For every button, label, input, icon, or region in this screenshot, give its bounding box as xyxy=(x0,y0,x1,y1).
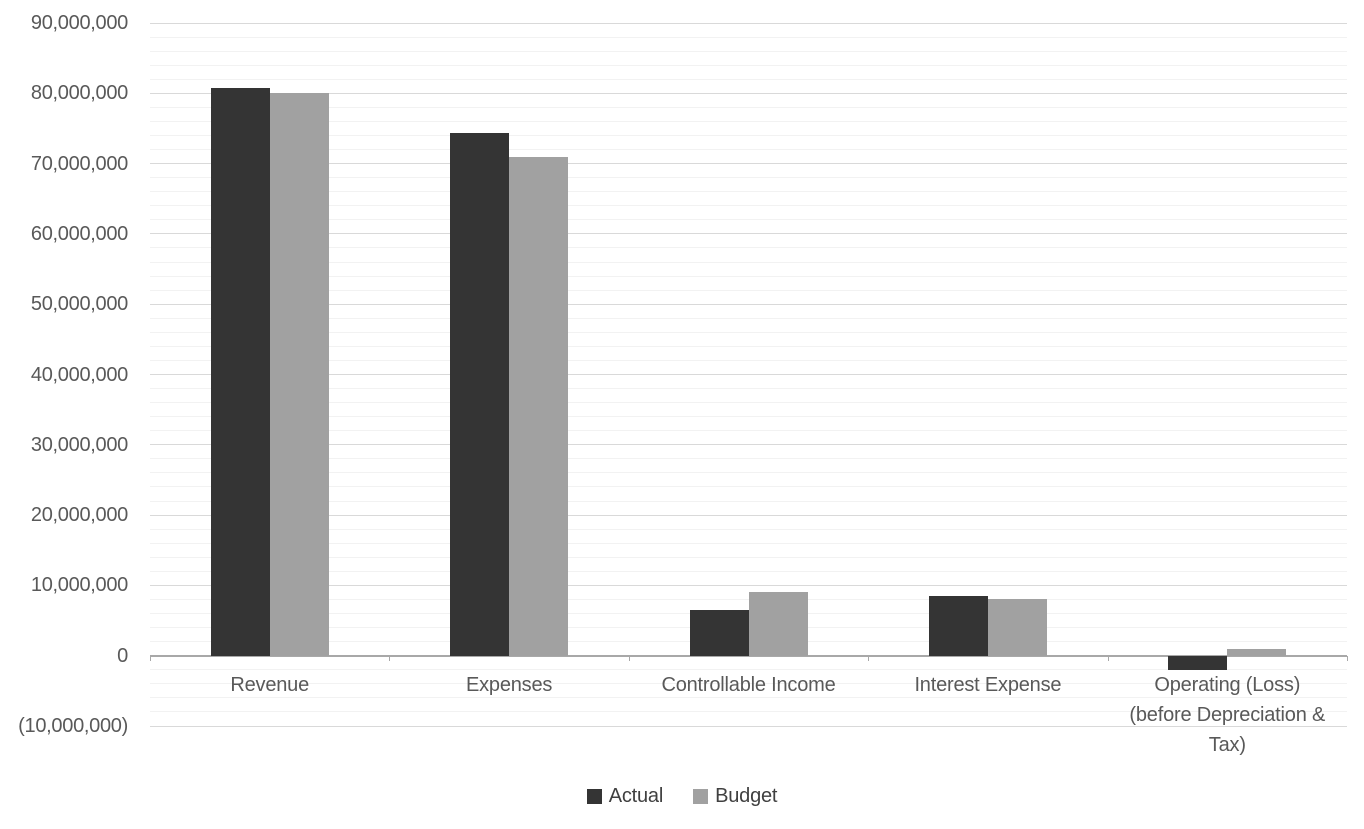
axis-tick xyxy=(1347,655,1348,661)
minor-gridline xyxy=(150,134,1347,136)
bar-actual-2 xyxy=(450,133,510,656)
major-gridline xyxy=(150,374,1347,375)
minor-gridline xyxy=(150,683,1347,685)
axis-tick xyxy=(150,655,151,661)
y-axis-tick-label: 70,000,000 xyxy=(30,152,128,175)
bar-budget-2 xyxy=(509,156,569,656)
legend-swatch-actual-icon xyxy=(586,789,602,804)
bar-budget-4 xyxy=(987,599,1047,656)
bar-actual-1 xyxy=(210,87,270,656)
major-gridline xyxy=(150,584,1347,586)
minor-gridline xyxy=(150,50,1347,52)
legend: Actual Budget xyxy=(0,785,1364,808)
category-label-3: Controllable Income xyxy=(661,673,836,696)
legend-item-budget: Budget xyxy=(693,785,777,808)
minor-gridline xyxy=(150,416,1347,418)
minor-gridline xyxy=(150,359,1347,361)
y-axis-tick-label: 80,000,000 xyxy=(30,82,128,105)
axis-tick xyxy=(1107,655,1109,661)
bar-budget-3 xyxy=(748,592,808,656)
minor-gridline xyxy=(150,219,1347,221)
minor-gridline xyxy=(150,345,1347,347)
minor-gridline xyxy=(150,570,1347,572)
major-gridline xyxy=(150,725,1347,727)
bar-budget-5 xyxy=(1227,648,1287,656)
category-label-1: Revenue xyxy=(230,673,310,696)
axis-tick xyxy=(628,655,630,661)
y-axis-tick-label: 50,000,000 xyxy=(30,293,128,316)
minor-gridline xyxy=(150,458,1347,460)
category-label-5: Operating (Loss) (before Depreciation & … xyxy=(1129,673,1326,756)
minor-gridline xyxy=(150,120,1347,122)
major-gridline xyxy=(150,163,1347,165)
y-axis-tick-label: 10,000,000 xyxy=(30,574,128,597)
minor-gridline xyxy=(150,697,1347,699)
minor-gridline xyxy=(150,500,1347,502)
major-gridline xyxy=(150,303,1347,305)
category-label-2: Expenses xyxy=(465,673,553,696)
axis-tick xyxy=(868,655,870,661)
legend-label-actual: Actual xyxy=(608,785,664,807)
minor-gridline xyxy=(150,331,1347,333)
bar-budget-1 xyxy=(269,93,329,656)
minor-gridline xyxy=(150,486,1347,488)
bar-actual-5 xyxy=(1168,655,1228,670)
y-axis-tick-label: 30,000,000 xyxy=(30,433,128,456)
category-label-4: Interest Expense xyxy=(914,673,1062,696)
minor-gridline xyxy=(150,36,1347,38)
minor-gridline xyxy=(150,472,1347,474)
y-axis-tick-label: 60,000,000 xyxy=(30,222,128,245)
minor-gridline xyxy=(150,106,1347,108)
minor-gridline xyxy=(150,64,1347,66)
minor-gridline xyxy=(150,261,1347,263)
major-gridline xyxy=(150,444,1347,446)
y-axis-tick-label: 0 xyxy=(117,644,128,667)
major-gridline xyxy=(150,233,1347,235)
y-axis-tick-label: (10,000,000) xyxy=(18,715,128,737)
minor-gridline xyxy=(150,669,1347,671)
bar-actual-4 xyxy=(928,595,988,656)
minor-gridline xyxy=(150,556,1347,558)
x-axis-line xyxy=(150,654,1347,657)
legend-label-budget: Budget xyxy=(715,785,778,807)
minor-gridline xyxy=(150,275,1347,277)
axis-tick xyxy=(389,655,391,661)
minor-gridline xyxy=(150,149,1347,151)
minor-gridline xyxy=(150,247,1347,249)
bar-actual-3 xyxy=(689,610,749,656)
major-gridline xyxy=(150,22,1347,24)
minor-gridline xyxy=(150,289,1347,291)
minor-gridline xyxy=(150,177,1347,179)
minor-gridline xyxy=(150,542,1347,544)
y-axis-tick-label: 20,000,000 xyxy=(30,504,128,527)
minor-gridline xyxy=(150,430,1347,432)
minor-gridline xyxy=(150,402,1347,404)
minor-gridline xyxy=(150,528,1347,530)
minor-gridline xyxy=(150,78,1347,80)
minor-gridline xyxy=(150,191,1347,193)
minor-gridline xyxy=(150,388,1347,390)
major-gridline xyxy=(150,92,1347,94)
y-axis-tick-label: 90,000,000 xyxy=(30,12,128,34)
major-gridline xyxy=(150,514,1347,516)
minor-gridline xyxy=(150,205,1347,207)
y-axis-tick-label: 40,000,000 xyxy=(30,363,128,386)
legend-item-actual: Actual xyxy=(586,785,664,808)
minor-gridline xyxy=(150,711,1347,713)
minor-gridline xyxy=(150,317,1347,319)
legend-swatch-budget-icon xyxy=(693,789,709,804)
